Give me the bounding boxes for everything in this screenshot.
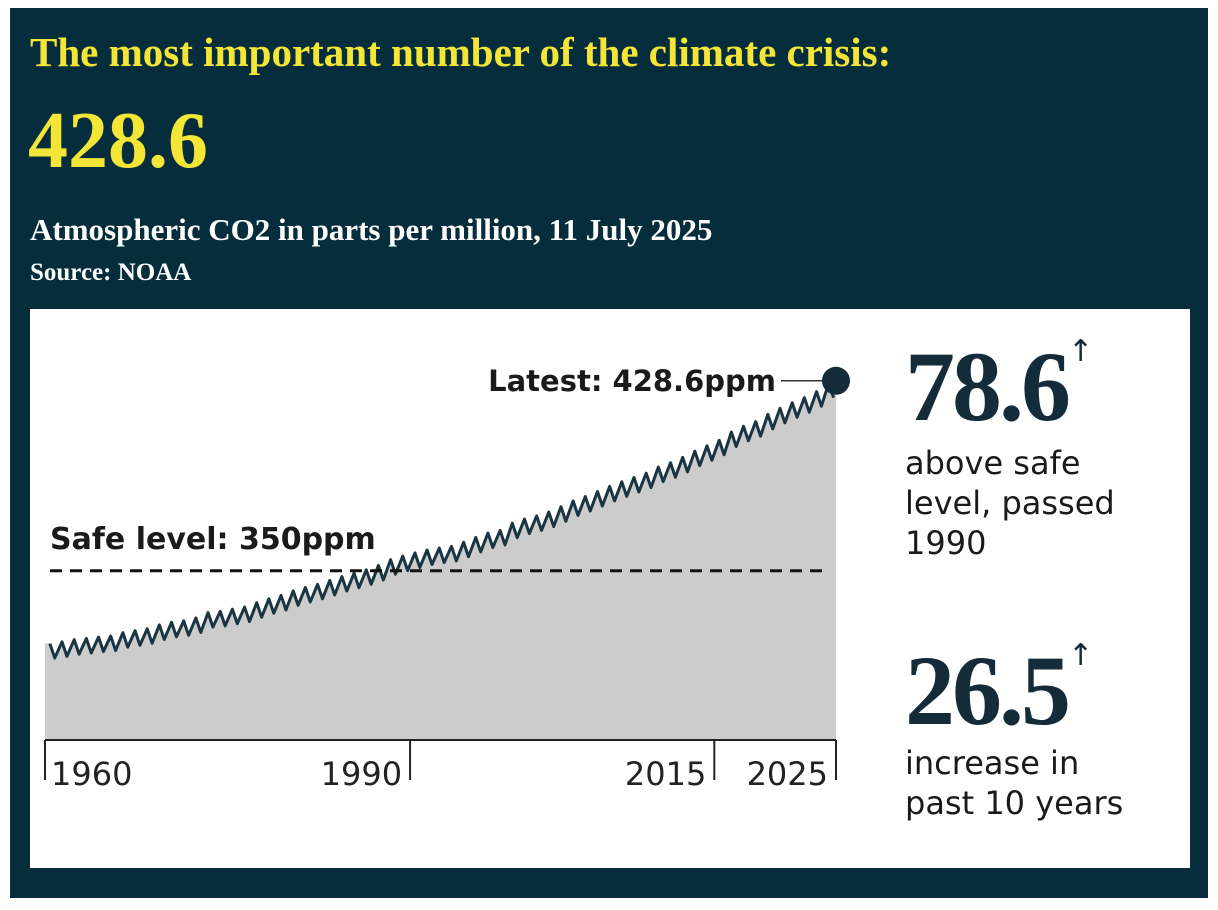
x-tick-label: 1960 — [51, 755, 132, 793]
subtitle: Atmospheric CO2 in parts per million, 11… — [30, 212, 713, 247]
reference-label: Safe level: 350ppm — [50, 522, 376, 557]
x-tick-label: 2015 — [625, 755, 706, 793]
x-tick-label: 1990 — [321, 755, 402, 793]
stat-label: above safe level, passed 1990 — [905, 444, 1115, 562]
stat-arrow: ↑ — [1068, 334, 1094, 369]
headline: 428.6 — [28, 97, 208, 185]
x-tick-label: 2025 — [747, 755, 828, 793]
latest-label: Latest: 428.6ppm — [488, 364, 776, 398]
latest-point — [822, 366, 850, 395]
stat-value: 26.5↑ — [905, 641, 1093, 741]
stat-number: 78.6 — [905, 331, 1071, 442]
stat-arrow: ↑ — [1068, 638, 1094, 673]
source: Source: NOAA — [30, 259, 192, 286]
title: The most important number of the climate… — [30, 29, 892, 75]
chart: Safe level: 350ppm Latest: 428.6ppm 1960 19… — [44, 364, 850, 793]
stat-value: 78.6↑ — [905, 337, 1093, 437]
stat-label: increase in past 10 years — [905, 744, 1124, 822]
area — [45, 380, 836, 740]
line — [48, 381, 835, 660]
stat-number: 26.5 — [905, 635, 1071, 746]
chart-panel: Safe level: 350ppm Latest: 428.6ppm 1960 19… — [30, 309, 1190, 868]
